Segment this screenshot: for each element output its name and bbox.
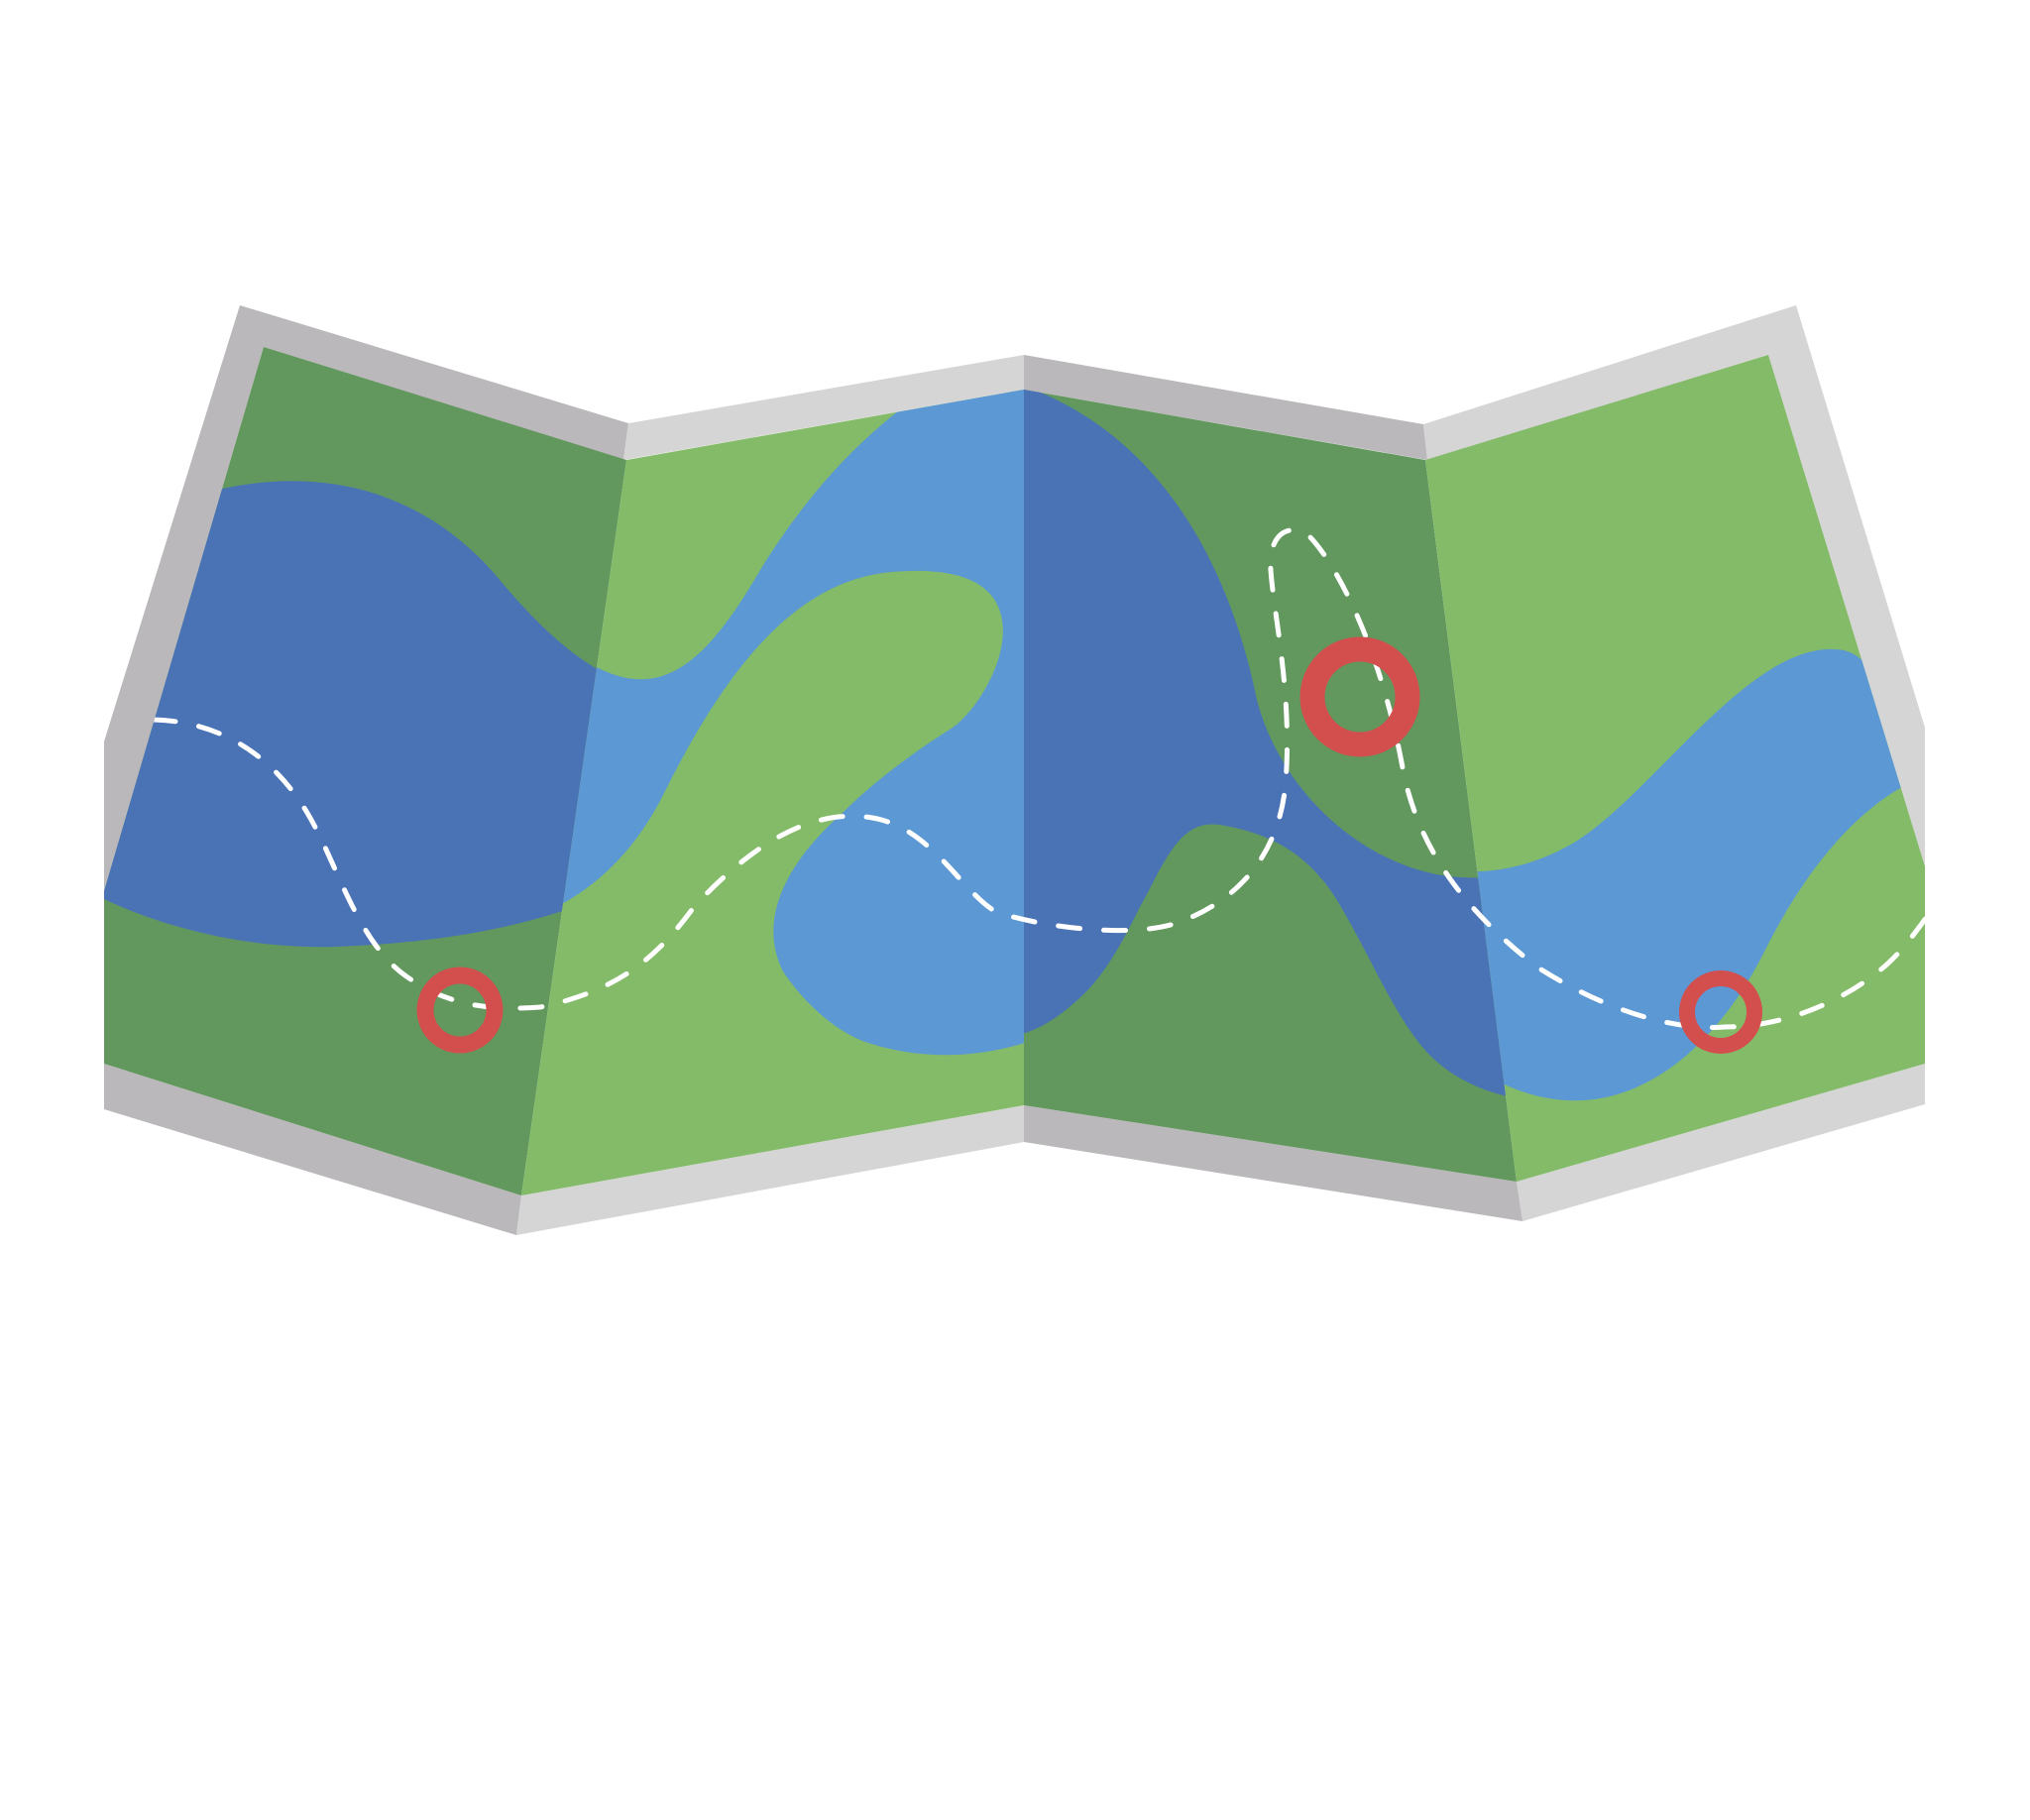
frame-fold-bottom-right	[1024, 1105, 1522, 1221]
location-marker-1[interactable]	[416, 967, 504, 1054]
water-panel-3	[1024, 390, 1517, 1100]
water-panel-4	[1425, 648, 1925, 1101]
map-markers	[416, 636, 1762, 1054]
frame-fold-top-right	[1024, 355, 1427, 460]
dashed-route	[151, 527, 1925, 1030]
frame-fold-bottom-left	[516, 1105, 1024, 1235]
frame-fold-top-left	[623, 355, 1024, 460]
location-marker-3[interactable]	[1679, 970, 1762, 1054]
map-paper-frame	[104, 305, 1925, 1235]
location-marker-2[interactable]	[1299, 636, 1420, 757]
water-panel-1	[104, 481, 626, 948]
